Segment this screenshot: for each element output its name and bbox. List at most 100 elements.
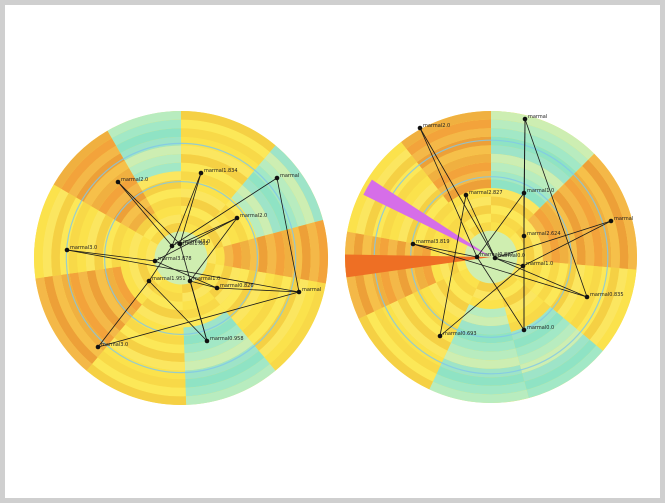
ring-band: [397, 182, 438, 243]
ring-band: [223, 244, 234, 268]
node-label: marmal1.0: [526, 261, 553, 267]
ring-band: [181, 278, 204, 294]
ring-band: [130, 311, 184, 337]
ring-band: [220, 204, 249, 243]
ring-band: [159, 214, 181, 228]
node-label: marmal2.0: [240, 213, 267, 219]
ring-band: [264, 280, 318, 365]
edge: [148, 280, 208, 342]
edge: [419, 127, 478, 258]
edge: [154, 217, 238, 262]
edge: [439, 194, 467, 337]
edge: [494, 220, 612, 259]
ring-band: [69, 272, 115, 345]
ring-band: [527, 214, 552, 263]
ring-band: [508, 301, 551, 332]
ring-band: [491, 222, 516, 239]
ring-band: [345, 231, 367, 319]
ring-band: [86, 270, 126, 332]
ring-band: [181, 222, 204, 238]
ring-band: [353, 233, 375, 316]
ring-band: [557, 183, 595, 266]
ring-band: [83, 160, 130, 207]
edge: [117, 181, 173, 247]
ring-band: [524, 339, 597, 390]
edge: [97, 280, 150, 348]
node-label: marmal1.951: [152, 276, 186, 282]
ring-band: [406, 119, 491, 156]
edge: [97, 291, 300, 348]
ring-band: [111, 223, 129, 268]
ring-band: [469, 296, 505, 309]
ring-band: [181, 145, 254, 179]
ring-band: [120, 265, 148, 305]
ring-band: [515, 317, 571, 357]
ring-band: [596, 268, 637, 351]
edge: [117, 181, 181, 245]
ring-band: [220, 268, 250, 312]
ring-band: [405, 293, 455, 343]
ring-band: [185, 350, 265, 388]
ring-band: [181, 179, 232, 205]
node: [95, 344, 101, 350]
ring-band: [269, 145, 323, 223]
ring-band: [436, 278, 470, 312]
edge: [276, 177, 300, 293]
ring-band: [209, 265, 233, 299]
ring-band: [225, 270, 258, 318]
ring-band: [521, 220, 543, 262]
ring-band: [469, 222, 491, 237]
ring-band: [517, 323, 577, 365]
edge: [216, 287, 300, 293]
edge: [494, 257, 524, 267]
left-radial-diagram: marmal1.834 marmal2.0 marmal marmal2.0 marma…: [34, 111, 328, 406]
ring-band: [539, 202, 569, 264]
ring-band: [551, 190, 586, 266]
ring-band: [264, 151, 315, 225]
node: [204, 338, 210, 344]
ring-band: [135, 212, 160, 237]
ring-band: [242, 274, 284, 338]
node: [474, 254, 480, 260]
node: [274, 175, 280, 181]
ring-band: [347, 141, 407, 234]
ring-band: [150, 197, 181, 213]
ring-band: [92, 357, 186, 397]
ring-band: [443, 179, 491, 203]
ring-band: [68, 201, 91, 274]
ring-band: [181, 128, 265, 166]
ring-band: [543, 263, 569, 307]
ring-band: [61, 138, 117, 194]
ring-band: [500, 279, 525, 299]
highlight-magenta-wedge: [363, 179, 491, 257]
ring-band: [440, 358, 523, 378]
edge: [523, 118, 526, 194]
node: [492, 255, 498, 261]
ring-band: [236, 273, 275, 332]
ring-band: [147, 291, 183, 311]
node-label: marmal: [614, 216, 633, 222]
ring-band: [447, 342, 518, 361]
ring-band: [556, 264, 586, 318]
edge: [522, 220, 612, 267]
guide-ring: [103, 180, 259, 336]
ring-band: [242, 178, 282, 234]
ring-band: [103, 344, 186, 380]
ring-band: [150, 227, 168, 245]
edge: [419, 127, 496, 259]
ring-band: [214, 246, 225, 266]
edge: [465, 194, 496, 259]
ring-band: [506, 295, 544, 324]
ring-band: [497, 273, 518, 291]
ring-band: [519, 328, 584, 374]
ring-band: [94, 214, 114, 271]
ring-band: [85, 210, 106, 272]
ring-band: [358, 315, 433, 390]
ring-band: [517, 260, 535, 285]
node: [187, 278, 193, 284]
ring-band: [225, 198, 257, 241]
node: [146, 278, 152, 284]
ring-band: [116, 128, 181, 154]
node: [234, 215, 240, 221]
ring-band: [119, 324, 185, 354]
